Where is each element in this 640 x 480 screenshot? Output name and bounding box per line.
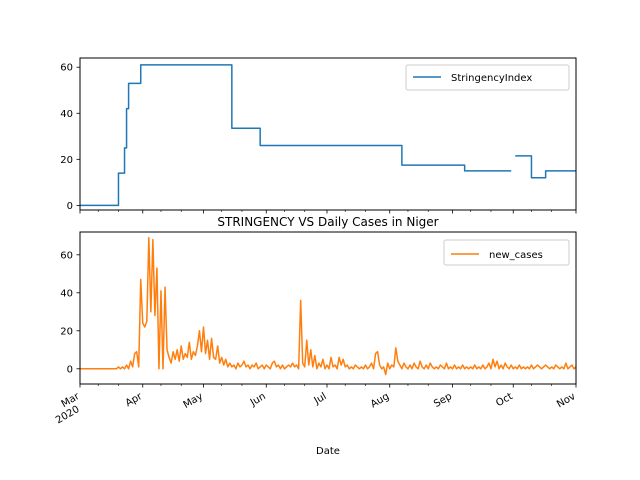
stringency-y-tick-label: 20 [60, 155, 73, 166]
new-cases-y-tick-label: 60 [60, 250, 73, 261]
chart-title: STRINGENCY VS Daily Cases in Niger [217, 215, 438, 229]
new-cases-legend-box [443, 239, 570, 266]
stringency-series-line [80, 64, 576, 207]
new-cases-y-tick-label: 0 [67, 364, 73, 375]
stringency-y-tick-label: 60 [60, 63, 73, 74]
stringency-y-tick-label: 0 [67, 201, 73, 212]
new-cases-y-tick-label: 40 [60, 288, 73, 299]
new-cases-y-ticks: 0 20 40 60 [60, 250, 80, 375]
new-cases-series-line [80, 236, 577, 376]
stringency-lines [80, 64, 576, 207]
stringency-axes-frame [79, 57, 577, 211]
stringency-axes: 0 20 40 60 StringencyIndex [60, 57, 577, 214]
stringency-y-tick-label: 40 [60, 109, 73, 120]
new-cases-legend: new_cases [443, 239, 570, 266]
stringency-y-ticks: 0 20 40 60 [60, 63, 80, 212]
stringency-legend: StringencyIndex [405, 64, 570, 91]
stringency-legend-label: StringencyIndex [451, 73, 532, 84]
new-cases-y-tick-label: 20 [60, 326, 73, 337]
new-cases-axes-frame [79, 231, 577, 385]
stringency-legend-box [405, 64, 570, 91]
stringency-x-ticks [79, 210, 577, 214]
new-cases-legend-label: new_cases [489, 250, 543, 261]
new-cases-lines [80, 236, 577, 376]
x-axis-label: Date [316, 446, 340, 457]
